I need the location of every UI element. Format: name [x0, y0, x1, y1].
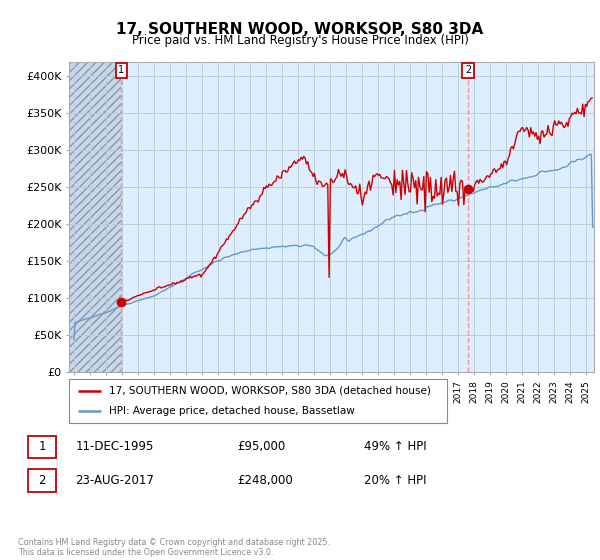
Text: 17, SOUTHERN WOOD, WORKSOP, S80 3DA: 17, SOUTHERN WOOD, WORKSOP, S80 3DA [116, 22, 484, 38]
Text: Contains HM Land Registry data © Crown copyright and database right 2025.
This d: Contains HM Land Registry data © Crown c… [18, 538, 330, 557]
Text: £95,000: £95,000 [237, 440, 285, 454]
Bar [28, 469, 56, 492]
Text: 1: 1 [118, 66, 124, 76]
Bar [69, 62, 121, 372]
Text: 23-AUG-2017: 23-AUG-2017 [76, 474, 154, 487]
Text: 17, SOUTHERN WOOD, WORKSOP, S80 3DA (detached house): 17, SOUTHERN WOOD, WORKSOP, S80 3DA (det… [109, 386, 431, 396]
Text: 2: 2 [465, 66, 471, 76]
Text: 2: 2 [38, 474, 46, 487]
Text: £248,000: £248,000 [237, 474, 293, 487]
Text: 49% ↑ HPI: 49% ↑ HPI [364, 440, 426, 454]
Text: 11-DEC-1995: 11-DEC-1995 [76, 440, 154, 454]
Bar [28, 436, 56, 458]
Text: HPI: Average price, detached house, Bassetlaw: HPI: Average price, detached house, Bass… [109, 406, 355, 416]
Text: Price paid vs. HM Land Registry's House Price Index (HPI): Price paid vs. HM Land Registry's House … [131, 34, 469, 46]
Text: 20% ↑ HPI: 20% ↑ HPI [364, 474, 426, 487]
Text: 1: 1 [38, 440, 46, 454]
